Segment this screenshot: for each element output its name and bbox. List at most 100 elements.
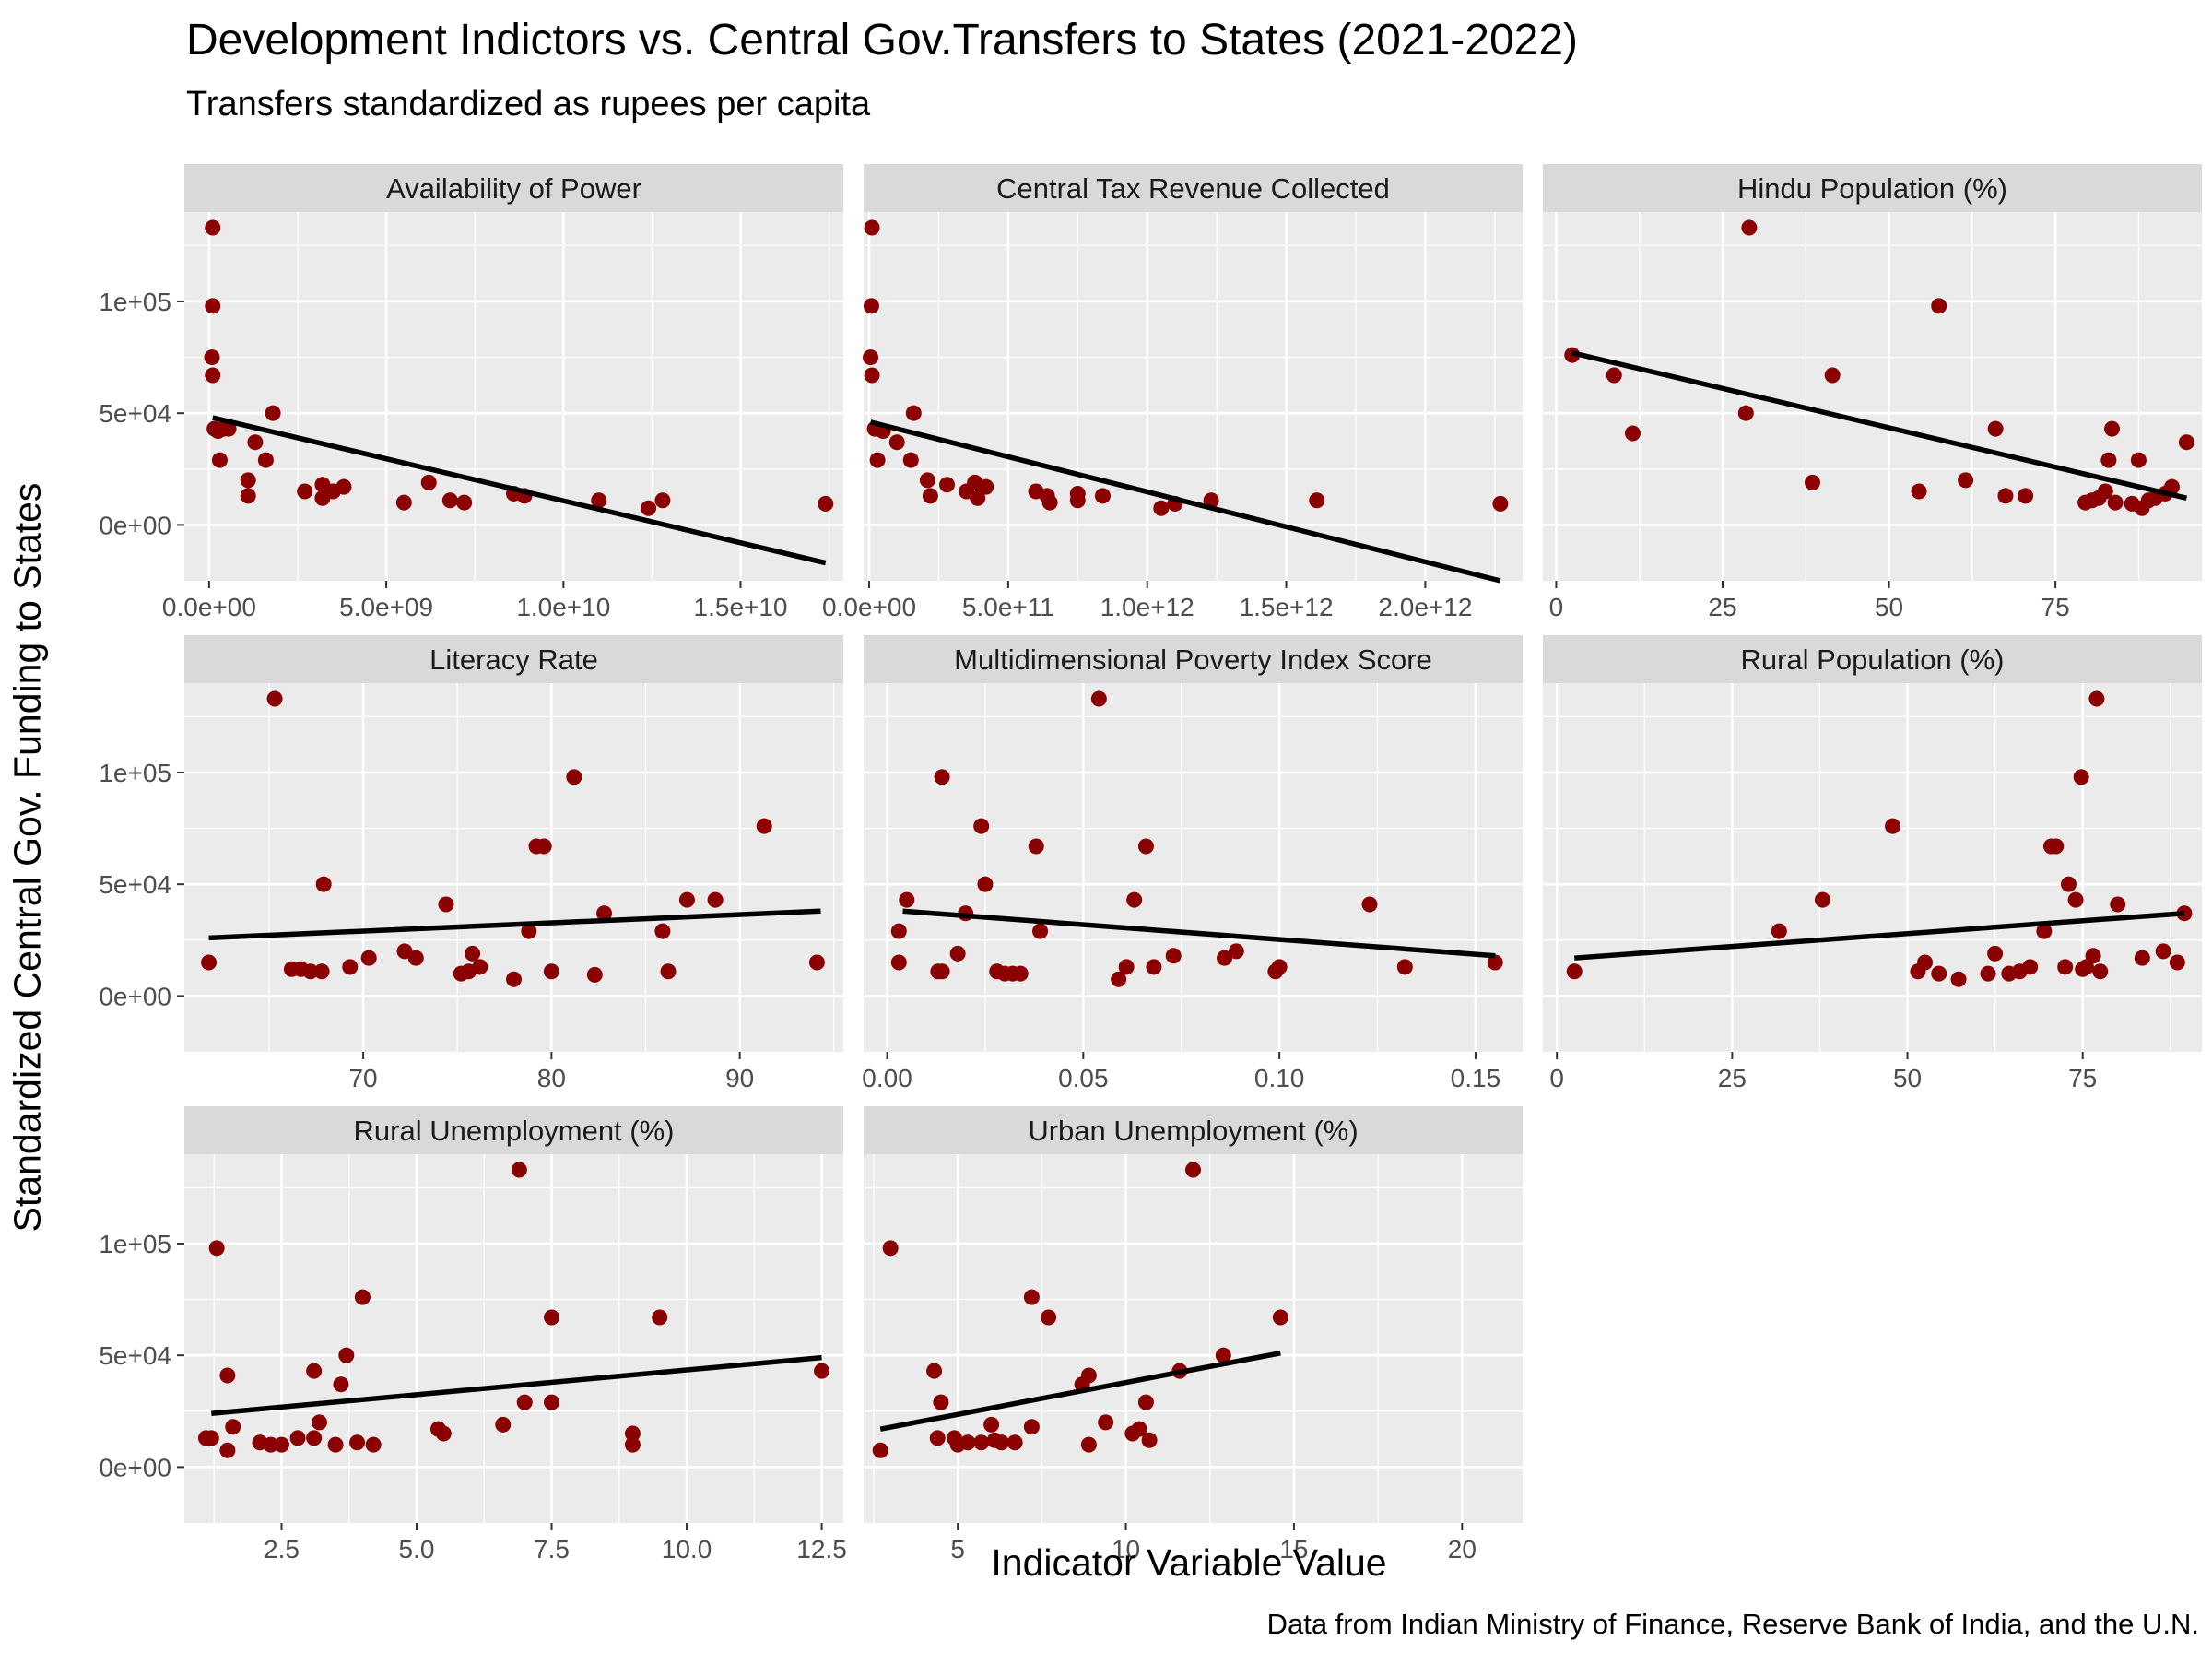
data-point: [1805, 474, 1820, 490]
data-point: [2107, 494, 2124, 511]
data-point: [1997, 488, 2014, 504]
x-tick-label: 0.0e+00: [822, 593, 916, 621]
data-point: [929, 1430, 946, 1446]
data-point: [654, 492, 671, 509]
data-point: [407, 950, 424, 966]
data-point: [1987, 420, 2004, 437]
data-point: [1090, 690, 1107, 707]
data-point: [263, 1436, 279, 1453]
data-point: [1215, 1347, 1231, 1363]
x-tick-label: 10.0: [662, 1535, 712, 1564]
data-point: [2057, 959, 2074, 975]
panel-background: [864, 1154, 1523, 1523]
data-point: [1737, 405, 1754, 421]
data-point: [302, 963, 319, 980]
data-point: [660, 963, 677, 980]
chart-caption: Data from Indian Ministry of Finance, Re…: [1266, 1608, 2199, 1640]
data-point: [349, 1434, 366, 1451]
data-point: [544, 1394, 560, 1410]
data-point: [1131, 1421, 1147, 1437]
data-point: [641, 500, 657, 516]
trend-line: [212, 415, 827, 566]
data-point: [1098, 1414, 1114, 1431]
panel-strip: [184, 1106, 843, 1154]
data-point: [1228, 943, 1244, 960]
data-point: [899, 891, 915, 908]
data-point: [2097, 483, 2113, 500]
data-point: [818, 495, 834, 512]
x-tick-label: 0.15: [1451, 1064, 1501, 1092]
x-axis-label: Indicator Variable Value: [991, 1541, 1387, 1584]
trend-line: [1574, 910, 2185, 961]
data-point: [266, 690, 283, 707]
data-point: [396, 943, 413, 960]
data-point: [2067, 891, 2084, 908]
data-point: [306, 1363, 323, 1379]
data-point: [2104, 420, 2120, 437]
panel-strip-label: Central Tax Revenue Collected: [996, 172, 1390, 205]
data-point: [1492, 495, 1509, 512]
data-point: [205, 367, 221, 384]
data-point: [1487, 954, 1503, 971]
data-point: [297, 483, 313, 500]
data-point: [435, 1425, 452, 1442]
data-point: [1185, 1162, 1201, 1178]
data-point: [342, 959, 359, 975]
panel-background: [184, 212, 843, 581]
data-point: [1069, 485, 1086, 502]
data-point: [1885, 818, 1901, 834]
data-point: [1137, 838, 1154, 855]
data-point: [808, 954, 825, 971]
data-point: [2018, 488, 2034, 504]
data-point: [495, 1416, 512, 1433]
panel-hindu-population: Hindu Population (%) 0 25 50 75: [1543, 164, 2202, 621]
data-point: [1080, 1367, 1097, 1384]
data-point: [201, 954, 218, 971]
data-point: [219, 1367, 236, 1384]
x-tick-label: 2.5: [264, 1535, 300, 1564]
x-tick-label: 0.05: [1058, 1064, 1109, 1092]
data-point: [219, 1442, 236, 1458]
panel-strip-label: Literacy Rate: [429, 643, 598, 676]
data-point: [905, 405, 922, 421]
data-point: [2155, 943, 2171, 960]
data-point: [1032, 923, 1049, 939]
data-point: [1958, 472, 1974, 489]
data-point: [543, 963, 559, 980]
x-tick-label: 1.5e+10: [694, 593, 788, 621]
x-tick-label: 5.0: [399, 1535, 435, 1564]
data-point: [2164, 478, 2180, 495]
data-point: [591, 492, 607, 509]
data-point: [1566, 963, 1583, 980]
y-tick-label: 1e+05: [99, 759, 171, 787]
x-tick-label: 25: [1718, 1064, 1747, 1092]
x-tick-label: 0: [1549, 1064, 1564, 1092]
y-tick-label: 5e+04: [99, 870, 171, 899]
panel-strip: [1543, 164, 2202, 212]
data-point: [678, 891, 695, 908]
x-tick-label: 90: [725, 1064, 754, 1092]
chart-title: Development Indictors vs. Central Gov.Tr…: [186, 16, 1579, 65]
panel-rural-population: Rural Population (%) 0 25 50 75: [1543, 635, 2202, 1092]
trend-line: [869, 419, 1501, 584]
data-point: [586, 966, 603, 983]
data-point: [247, 434, 264, 451]
x-tick-label: 15: [1279, 1535, 1308, 1564]
panel-strip-label: Rural Population (%): [1740, 643, 2004, 676]
data-point: [1980, 965, 1996, 982]
data-point: [1824, 367, 1841, 384]
data-point: [2036, 923, 2053, 939]
data-point: [2130, 452, 2147, 468]
data-point: [2092, 963, 2109, 980]
x-tick-label: 10: [1112, 1535, 1140, 1564]
data-point: [544, 1309, 560, 1326]
data-point: [2048, 838, 2065, 855]
panel-urban-unemployment: Urban Unemployment (%) 5 10 15 20: [864, 1106, 1523, 1564]
data-point: [465, 945, 481, 962]
data-point: [1023, 1419, 1040, 1435]
data-point: [203, 1430, 219, 1446]
data-point: [441, 492, 458, 509]
data-point: [863, 349, 879, 366]
data-point: [265, 405, 281, 421]
panel-strip-label: Urban Unemployment (%): [1028, 1115, 1358, 1147]
